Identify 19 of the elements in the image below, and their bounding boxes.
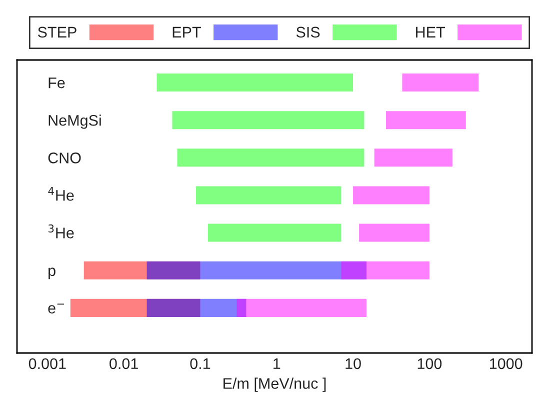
y-tick-label: e$^{−}$ <box>48 304 64 314</box>
y-tick-label: $^{4}$He <box>48 187 74 201</box>
legend-label: HET <box>416 26 445 38</box>
x-tick-label: 10 <box>346 358 361 370</box>
y-tick-label: CNO <box>48 152 81 164</box>
y-tick-label: p <box>48 268 56 280</box>
legend-label: STEP <box>38 26 76 38</box>
x-tick-label: 0.001 <box>28 358 66 370</box>
y-tick-label: $^{3}$He <box>48 224 74 238</box>
legend-label: EPT <box>172 26 201 38</box>
x-tick-label: 0.01 <box>110 358 138 370</box>
x-axis-title: E/m [MeV/nuc ] <box>224 378 326 392</box>
x-tick-label: 1 <box>274 358 280 369</box>
y-tick-label: NeMgSi <box>48 114 101 129</box>
y-tick-label: Fe <box>48 78 65 88</box>
x-tick-label: 1000 <box>490 358 522 370</box>
x-tick-label: 0.1 <box>190 358 210 370</box>
legend-label: SIS <box>296 26 320 38</box>
x-tick-label: 100 <box>418 358 442 370</box>
